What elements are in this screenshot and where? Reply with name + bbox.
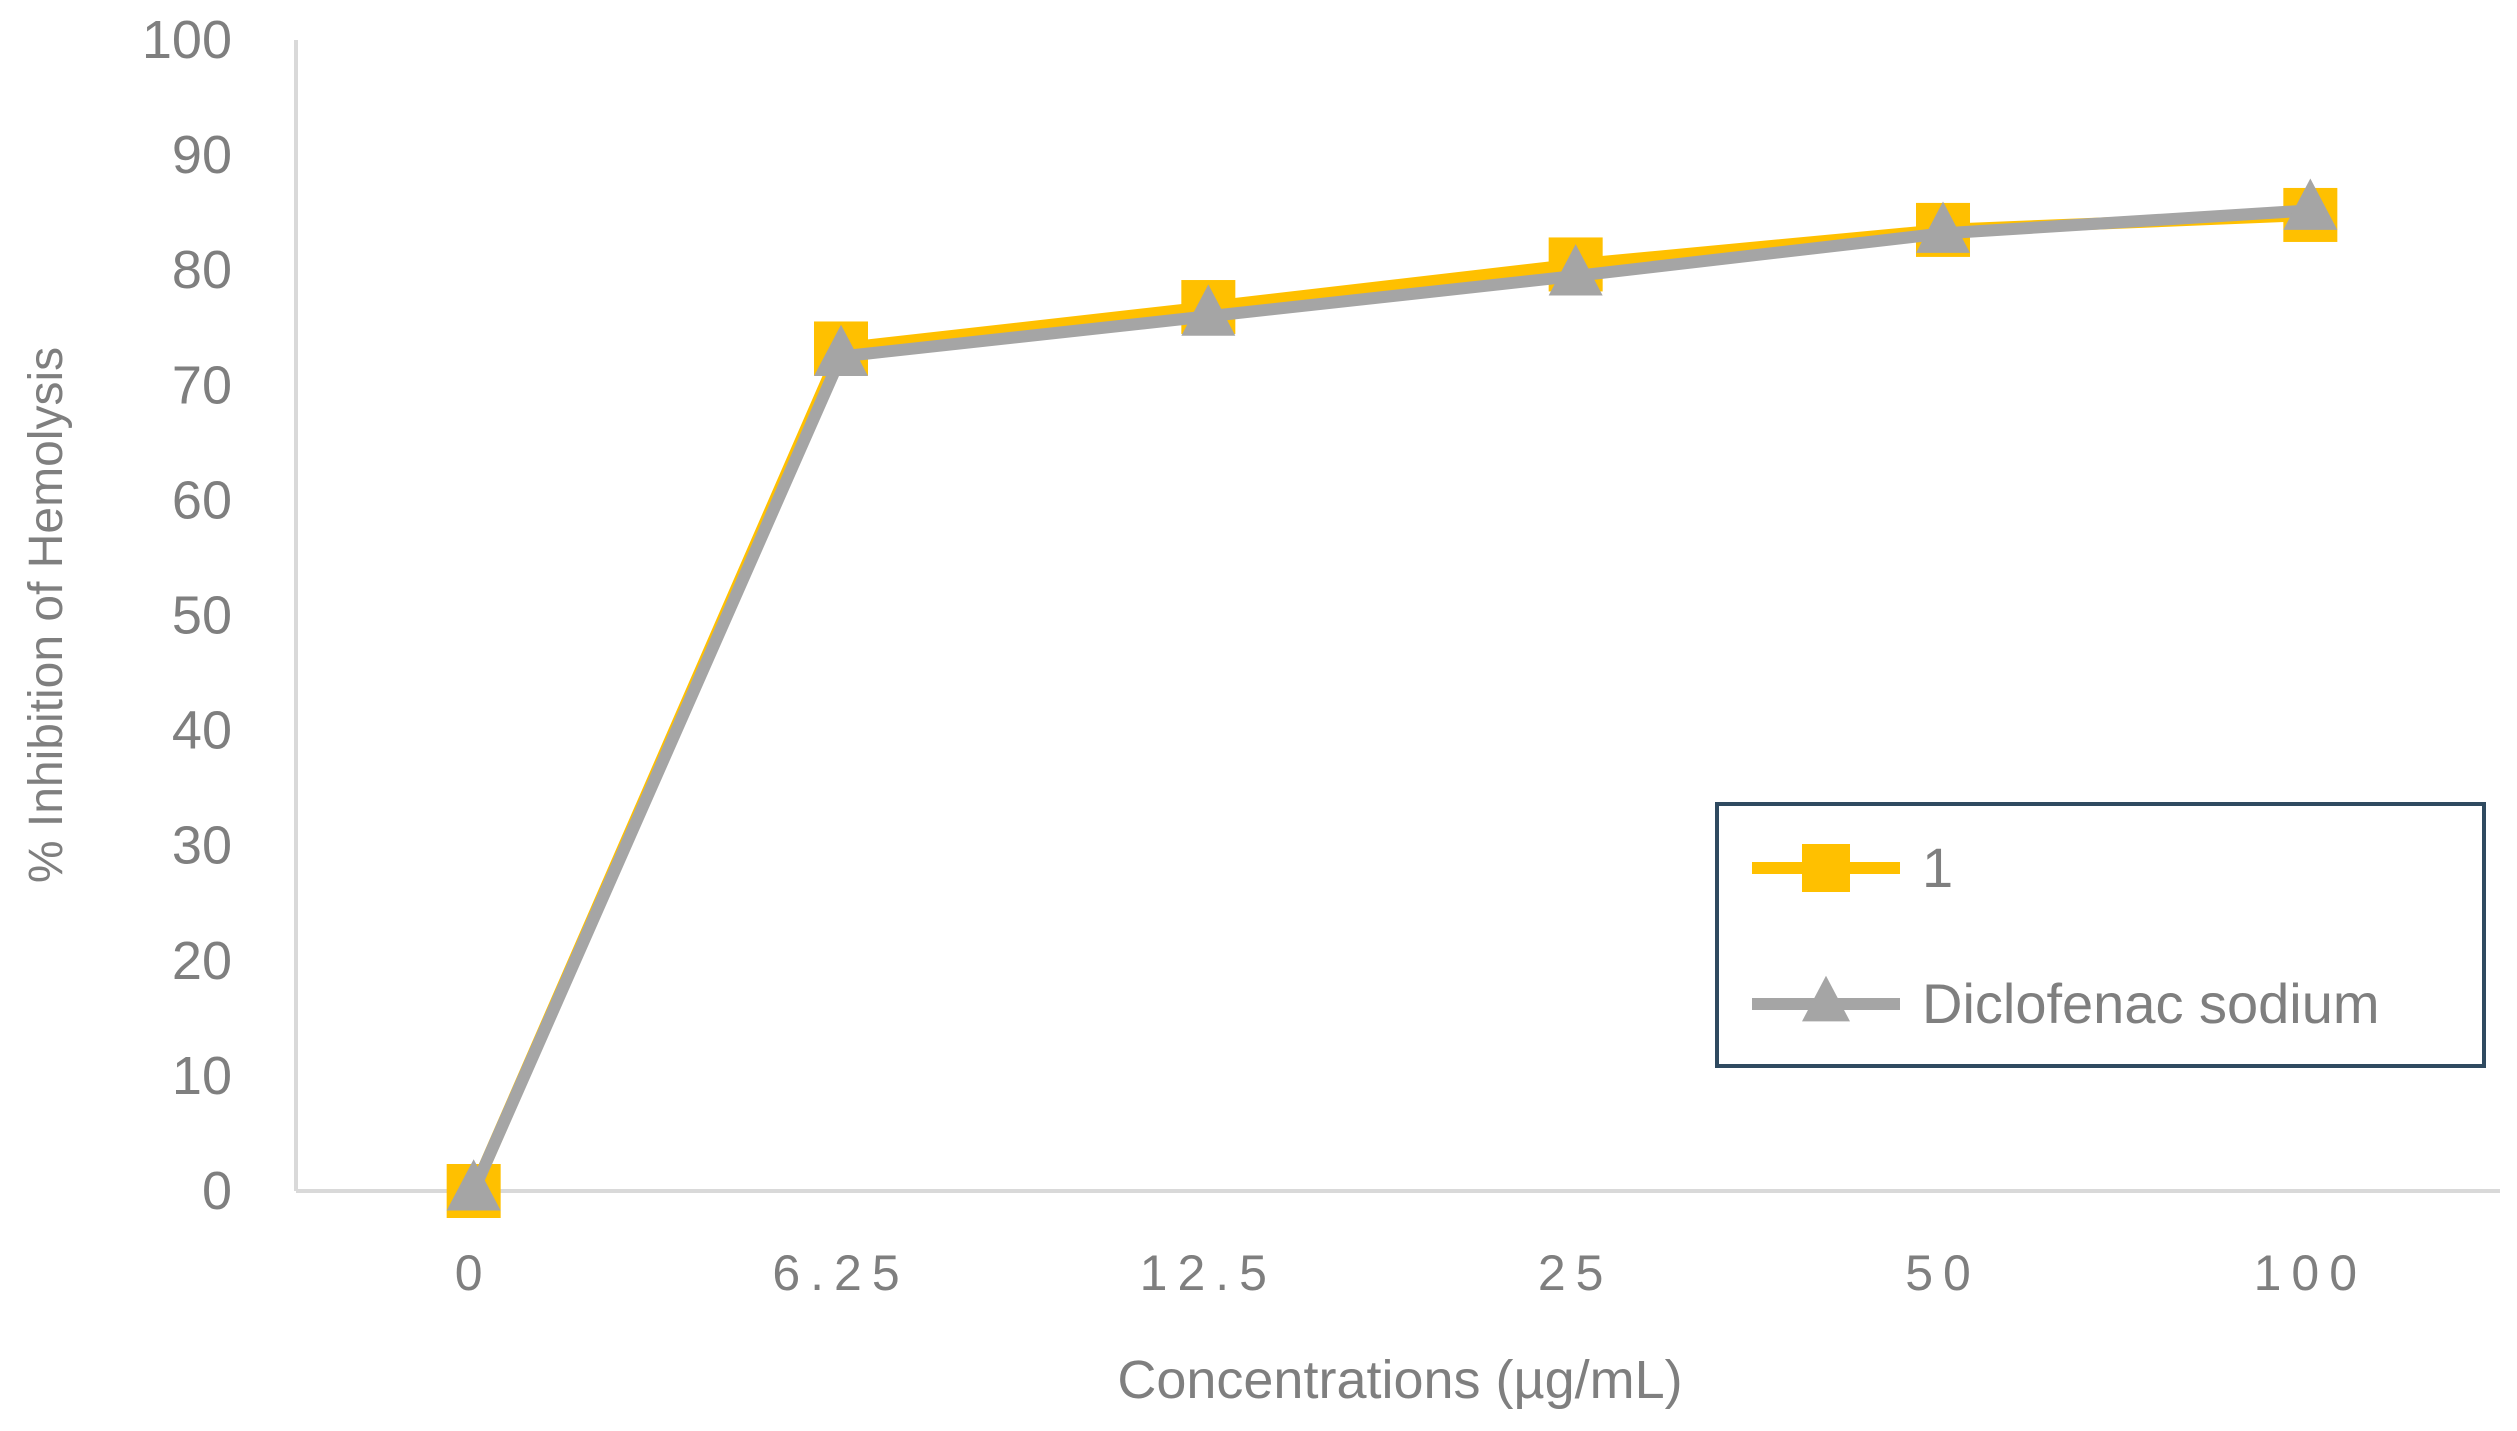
data-point: [814, 324, 868, 377]
x-tick-label: 50: [1905, 1245, 1981, 1301]
x-tick-label: 6.25: [772, 1245, 909, 1301]
legend-marker: [1802, 975, 1850, 1022]
y-tick-label: 70: [172, 355, 232, 415]
series-2: [446, 178, 2338, 1211]
y-tick-label: 40: [172, 701, 232, 761]
y-tick-label: 30: [172, 816, 232, 876]
x-tick-label: 25: [1538, 1245, 1614, 1301]
x-tick-labels: 0 6.25 12.5 25 50 100: [455, 1245, 2367, 1301]
y-tick-labels: 0 10 20 30 40 50 60 70 80 90 100: [142, 10, 232, 1221]
y-tick-label: 100: [142, 10, 232, 70]
legend-label: Diclofenac sodium: [1922, 972, 2380, 1035]
series-layer: [446, 178, 2338, 1218]
legend-items: 1 Diclofenac sodium: [1752, 836, 2380, 1035]
y-tick-label: 50: [172, 586, 232, 646]
data-point: [2283, 178, 2338, 230]
y-tick-label: 60: [172, 470, 232, 530]
legend-marker: [1802, 844, 1850, 892]
y-tick-label: 20: [172, 931, 232, 991]
x-tick-label: 12.5: [1140, 1245, 1277, 1301]
y-axis-title: % Inhibition of Hemolysis: [20, 347, 73, 883]
axes: [294, 40, 2500, 1193]
x-tick-label: 0: [455, 1245, 493, 1301]
y-tick-label: 0: [202, 1161, 232, 1221]
y-tick-label: 10: [172, 1046, 232, 1106]
y-tick-label: 90: [172, 125, 232, 185]
series-line: [468, 204, 2311, 1194]
y-tick-label: 80: [172, 240, 232, 300]
legend-item: 1: [1752, 836, 1953, 899]
legend: 1 Diclofenac sodium: [1715, 802, 2486, 1068]
data-point: [1548, 244, 1603, 296]
data-point: [446, 1159, 501, 1211]
x-axis-title: Concentrations (µg/mL): [1117, 1350, 1682, 1410]
x-tick-label: 100: [2254, 1245, 2367, 1301]
data-point: [1916, 201, 1970, 253]
legend-item: Diclofenac sodium: [1752, 972, 2380, 1035]
legend-label: 1: [1922, 836, 1953, 899]
data-point: [1181, 284, 1236, 336]
